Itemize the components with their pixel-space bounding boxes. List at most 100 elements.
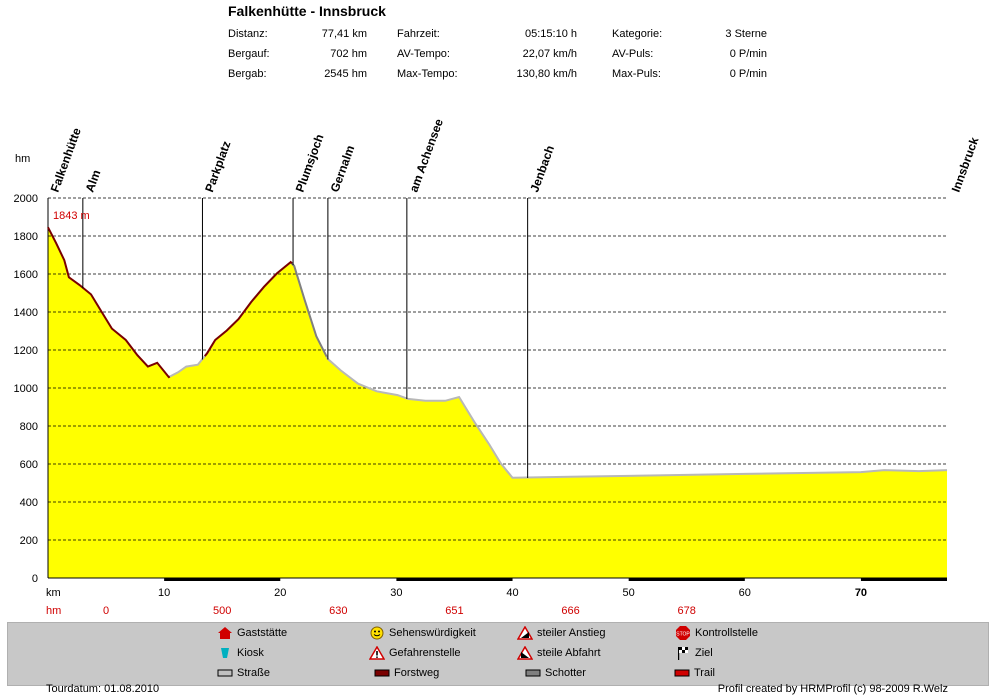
hm-value: 651	[445, 605, 463, 617]
trail-swatch-icon	[674, 669, 690, 677]
stat-label: Distanz:	[228, 28, 268, 40]
legend-label: steile Abfahrt	[537, 647, 601, 659]
stat-label: Kategorie:	[612, 28, 663, 40]
scale-bar-segment	[396, 578, 513, 581]
stat-label: Max-Tempo:	[397, 68, 458, 80]
waypoint-label: Alm	[83, 168, 104, 194]
x-tick-label: 40	[506, 587, 518, 599]
y-tick-label: 1400	[14, 307, 38, 319]
finish-flag-icon	[678, 647, 688, 660]
legend-label: steiler Anstieg	[537, 627, 606, 639]
stat-value: 0 P/min	[729, 48, 767, 60]
stat-label: AV-Tempo:	[397, 48, 450, 60]
hm-value: 630	[329, 605, 347, 617]
legend-label: Forstweg	[394, 667, 440, 679]
start-elevation-label: 1843 m	[53, 210, 90, 222]
legend-label: Ziel	[695, 647, 713, 659]
road-swatch-icon	[217, 669, 233, 677]
legend-item: Gefahrenstelle	[369, 646, 461, 660]
kiosk-icon	[221, 648, 229, 658]
hm-value: 500	[213, 605, 231, 617]
legend-item: steiler Anstieg	[517, 626, 606, 640]
x-axis-label: km	[46, 587, 61, 599]
hm-value: 678	[678, 605, 696, 617]
elevation-chart: 0200400600800100012001400160018002000hmk…	[14, 117, 982, 617]
x-tick-label: 50	[623, 587, 635, 599]
legend-item: steile Abfahrt	[517, 646, 601, 660]
waypoint-label: Plumsjoch	[293, 132, 327, 194]
waypoint-label: am Achensee	[407, 117, 447, 194]
y-tick-label: 200	[20, 535, 38, 547]
legend-label: Schotter	[545, 667, 586, 679]
x-tick-label: 20	[274, 587, 286, 599]
surface-segment	[325, 356, 948, 479]
hm-value: 0	[103, 605, 109, 617]
y-tick-label: 1200	[14, 345, 38, 357]
surface-segment	[204, 260, 293, 357]
legend-label: Gefahrenstelle	[389, 647, 461, 659]
legend-item: Trail	[674, 667, 715, 679]
legend-item: Straße	[217, 667, 271, 679]
y-tick-label: 2000	[14, 193, 38, 205]
waypoint-label: Falkenhütte	[48, 126, 84, 194]
y-tick-label: 400	[20, 497, 38, 509]
forest-road-swatch-icon	[374, 669, 390, 677]
stat-value: 702 hm	[330, 48, 367, 60]
y-tick-label: 1800	[14, 231, 38, 243]
stat-value: 2545 hm	[324, 68, 367, 80]
legend-label: Gaststätte	[237, 627, 288, 639]
y-tick-label: 1000	[14, 383, 38, 395]
stop-icon: STOP	[676, 626, 690, 640]
stat-value: 22,07 km/h	[522, 48, 577, 60]
stat-label: Fahrzeit:	[397, 28, 440, 40]
waypoint-label: Parkplatz	[202, 139, 233, 194]
waypoint-label: Innsbruck	[949, 135, 982, 194]
scale-bar-segment	[860, 578, 947, 581]
credit-text: Profil created by HRMProfil (c) 98-2009 …	[717, 683, 948, 695]
tour-date: Tourdatum: 01.08.2010	[46, 683, 160, 695]
page-title: Falkenhütte - Innsbruck	[228, 3, 386, 19]
svg-text:STOP: STOP	[676, 632, 690, 638]
waypoint-label: Jenbach	[527, 143, 557, 194]
x-tick-label: 70	[855, 587, 867, 599]
legend-label: Trail	[694, 667, 715, 679]
legend-item: Sehenswürdigkeit	[370, 626, 476, 640]
legend-item: Gaststätte	[218, 627, 288, 639]
legend-label: Sehenswürdigkeit	[389, 627, 476, 639]
stat-label: Bergab:	[228, 68, 267, 80]
surface-segment	[47, 226, 171, 379]
gravel-swatch-icon	[525, 669, 541, 677]
legend-item: Ziel	[678, 647, 713, 660]
stat-label: AV-Puls:	[612, 48, 654, 60]
stat-value: 77,41 km	[321, 28, 367, 40]
scale-bar-segment	[164, 578, 281, 581]
y-tick-label: 1600	[14, 269, 38, 281]
y-tick-label: 0	[32, 573, 38, 585]
stat-value: 05:15:10 h	[525, 28, 577, 40]
legend-label: Kontrollstelle	[695, 627, 758, 639]
legend-item: STOP Kontrollstelle	[676, 626, 758, 640]
smiley-icon	[370, 626, 384, 640]
x-tick-label: 60	[739, 587, 751, 599]
stat-value: 130,80 km/h	[516, 68, 577, 80]
legend-item: Forstweg	[374, 667, 440, 679]
stat-value: 3 Sterne	[725, 28, 767, 40]
legend-panel: Gaststätte Sehenswürdigkeit steiler Anst…	[7, 622, 989, 686]
stat-label: Bergauf:	[228, 48, 270, 60]
legend-item: Schotter	[525, 667, 586, 679]
waypoint-label: Gernalm	[328, 143, 358, 194]
steep-up-icon	[517, 626, 533, 640]
stat-label: Max-Puls:	[612, 68, 661, 80]
legend-label: Straße	[237, 667, 271, 679]
legend-label: Kiosk	[237, 647, 264, 659]
y-tick-label: 800	[20, 421, 38, 433]
warning-icon	[369, 646, 385, 660]
y-axis-label: hm	[15, 153, 30, 165]
elevation-area	[48, 227, 947, 579]
x-tick-label: 10	[158, 587, 170, 599]
scale-bar-segment	[628, 578, 745, 581]
hm-value: 666	[561, 605, 579, 617]
y-tick-label: 600	[20, 459, 38, 471]
stat-value: 0 P/min	[729, 68, 767, 80]
steep-down-icon	[517, 646, 533, 660]
